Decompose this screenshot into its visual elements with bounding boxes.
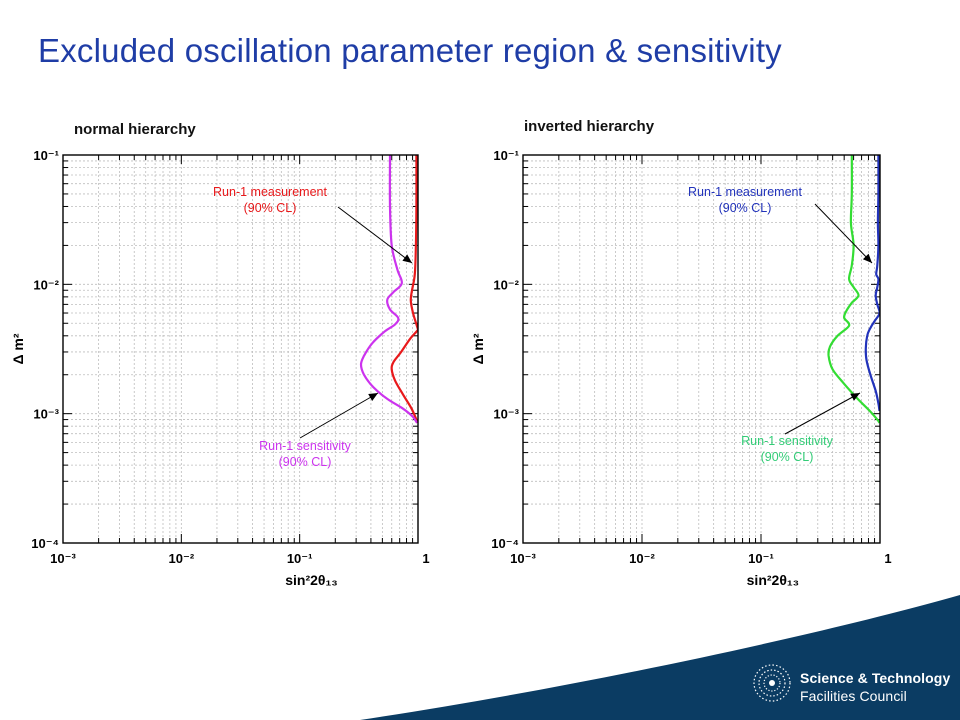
annotation-line2: (90% CL) (279, 455, 332, 469)
x-tick-label: 10⁻² (629, 551, 655, 566)
annotation-arrow (784, 392, 861, 435)
logo-text-line2: Facilities Council (800, 688, 907, 704)
y-tick-label: 10⁻² (33, 277, 59, 292)
annotation-line2: (90% CL) (719, 201, 772, 215)
annotation-line2: (90% CL) (244, 201, 297, 215)
y-axis-label: Δ m² (470, 333, 486, 364)
annotation-line1: Run-1 sensitivity (741, 434, 833, 448)
y-tick-label: 10⁻¹ (493, 148, 519, 163)
x-tick-label: 10⁻² (169, 551, 195, 566)
y-tick-label: 10⁻⁴ (31, 536, 59, 551)
annotation-sensitivity: Run-1 sensitivity (90% CL) (741, 392, 861, 464)
arrowhead-icon (368, 393, 378, 401)
grid-lines (63, 155, 418, 543)
annotation-measurement: Run-1 measurement (90% CL) (213, 185, 413, 264)
y-tick-label: 10⁻³ (493, 407, 519, 422)
arrowhead-icon (862, 253, 872, 263)
y-tick-label: 10⁻² (493, 277, 519, 292)
grid-lines (523, 155, 880, 543)
chart-title: inverted hierarchy (524, 118, 655, 135)
x-axis-label: sin²2θ₁₃ (285, 572, 338, 588)
chart-title: normal hierarchy (74, 121, 196, 138)
stfc-logo-icon (753, 664, 791, 702)
plot-frame (522, 154, 881, 544)
x-tick-label: 10⁻¹ (748, 551, 774, 566)
annotation-arrow (814, 203, 873, 264)
x-tick-label: 1 (422, 551, 429, 566)
y-tick-label: 10⁻¹ (33, 148, 59, 163)
y-tick-label: 10⁻³ (33, 407, 59, 422)
annotation-arrow (299, 392, 379, 439)
x-axis-label: sin²2θ₁₃ (747, 572, 800, 588)
annotation-line1: Run-1 measurement (688, 185, 802, 199)
arrowhead-icon (402, 254, 412, 263)
arrowhead-icon (850, 393, 860, 401)
annotation-measurement: Run-1 measurement (90% CL) (688, 185, 873, 264)
annotation-line2: (90% CL) (761, 450, 814, 464)
logo-text-line1: Science & Technology (800, 670, 951, 686)
series-line-sensitivity (359, 155, 418, 424)
axis-ticks (63, 155, 418, 543)
plot-frame (62, 154, 419, 544)
x-tick-label: 10⁻¹ (287, 551, 313, 566)
x-tick-label: 10⁻³ (510, 551, 536, 566)
slide-title: Excluded oscillation parameter region & … (38, 32, 782, 69)
y-axis-label: Δ m² (10, 333, 26, 364)
annotation-line1: Run-1 measurement (213, 185, 327, 199)
annotation-arrow (337, 206, 413, 264)
annotation-sensitivity: Run-1 sensitivity (90% CL) (259, 392, 379, 469)
y-tick-label: 10⁻⁴ (491, 536, 519, 551)
x-tick-label: 1 (884, 551, 891, 566)
annotation-line1: Run-1 sensitivity (259, 439, 351, 453)
x-tick-label: 10⁻³ (50, 551, 76, 566)
